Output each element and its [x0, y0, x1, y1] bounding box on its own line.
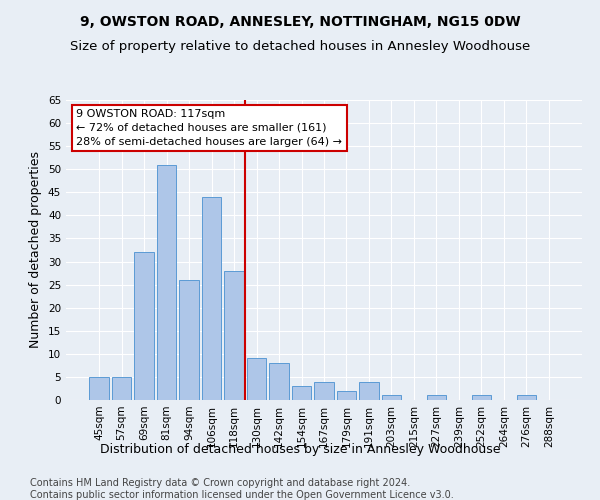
Text: Contains public sector information licensed under the Open Government Licence v3: Contains public sector information licen…	[30, 490, 454, 500]
Bar	[314, 382, 334, 400]
Bar	[247, 358, 266, 400]
Text: Distribution of detached houses by size in Annesley Woodhouse: Distribution of detached houses by size …	[100, 442, 500, 456]
Bar	[224, 271, 244, 400]
Bar	[89, 377, 109, 400]
Bar	[337, 391, 356, 400]
Text: Size of property relative to detached houses in Annesley Woodhouse: Size of property relative to detached ho…	[70, 40, 530, 53]
Bar	[157, 164, 176, 400]
Text: Contains HM Land Registry data © Crown copyright and database right 2024.: Contains HM Land Registry data © Crown c…	[30, 478, 410, 488]
Bar	[134, 252, 154, 400]
Bar	[202, 197, 221, 400]
Bar	[269, 363, 289, 400]
Bar	[427, 396, 446, 400]
Bar	[359, 382, 379, 400]
Bar	[112, 377, 131, 400]
Text: 9 OWSTON ROAD: 117sqm
← 72% of detached houses are smaller (161)
28% of semi-det: 9 OWSTON ROAD: 117sqm ← 72% of detached …	[76, 109, 343, 147]
Y-axis label: Number of detached properties: Number of detached properties	[29, 152, 43, 348]
Bar	[382, 396, 401, 400]
Bar	[517, 396, 536, 400]
Bar	[292, 386, 311, 400]
Bar	[179, 280, 199, 400]
Text: 9, OWSTON ROAD, ANNESLEY, NOTTINGHAM, NG15 0DW: 9, OWSTON ROAD, ANNESLEY, NOTTINGHAM, NG…	[80, 15, 520, 29]
Bar	[472, 396, 491, 400]
